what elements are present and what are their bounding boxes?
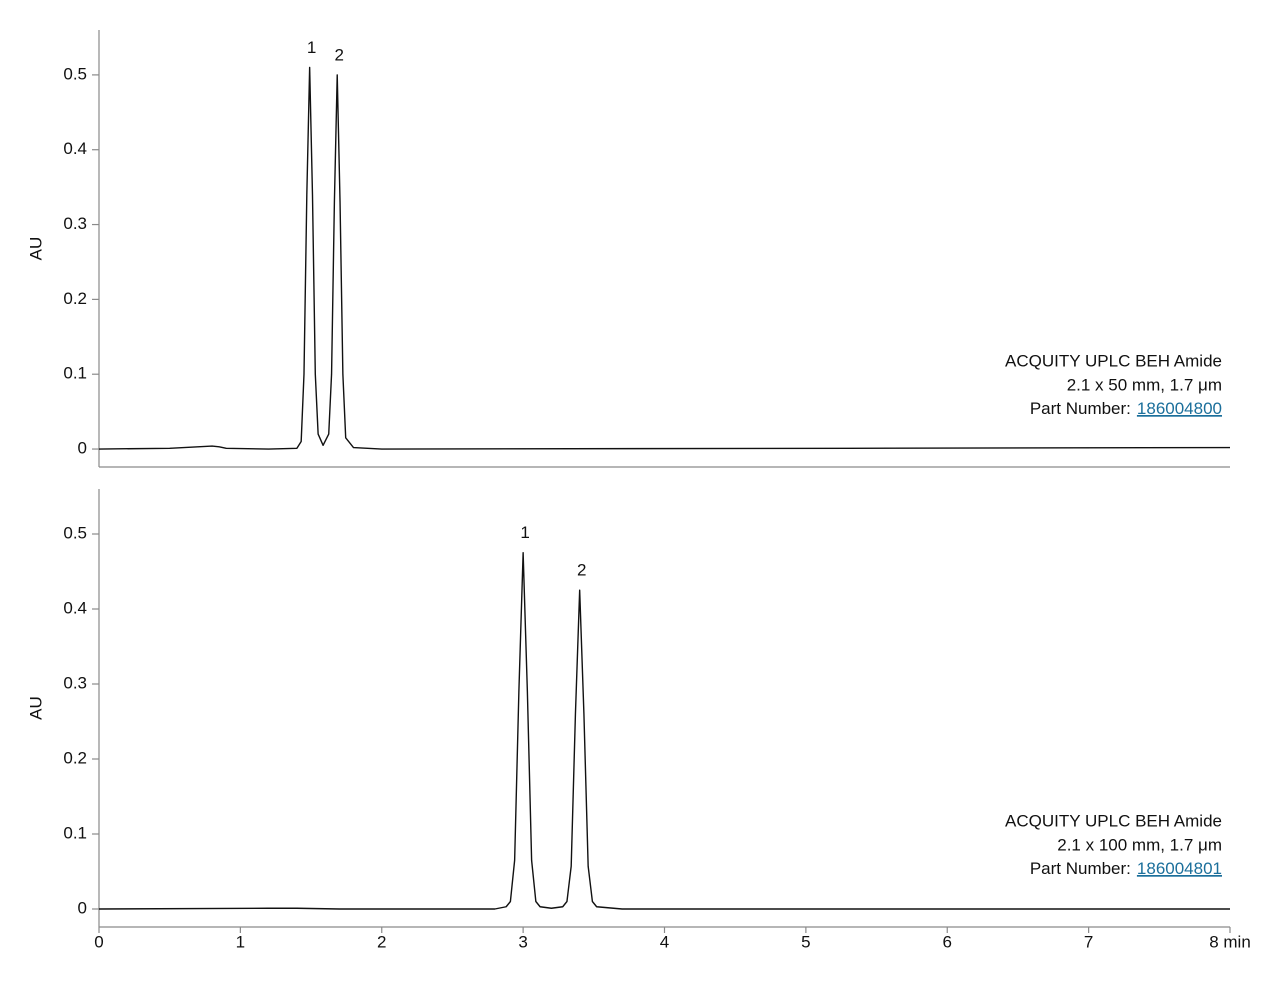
peak-label: 1 — [307, 38, 316, 57]
trace — [98, 552, 1230, 910]
y-axis-label: AU — [26, 237, 45, 261]
x-tick-label: 7 — [1084, 932, 1093, 951]
y-tick-label: 0.1 — [63, 364, 87, 383]
y-tick-label: 0.2 — [63, 748, 87, 767]
y-tick-label: 0.3 — [63, 214, 87, 233]
part-number-line: Part Number: 186004800 — [1030, 399, 1222, 418]
x-tick-label: 2 — [377, 932, 386, 951]
x-tick-label: 8 min — [1209, 932, 1251, 951]
y-tick-label: 0.2 — [63, 289, 87, 308]
y-tick-label: 0.4 — [63, 598, 87, 617]
y-tick-label: 0.5 — [63, 64, 87, 83]
column-name: ACQUITY UPLC BEH Amide — [1005, 351, 1222, 370]
peak-label: 2 — [577, 561, 586, 580]
x-tick-label: 0 — [94, 932, 103, 951]
y-tick-label: 0.3 — [63, 673, 87, 692]
x-tick-label: 6 — [943, 932, 952, 951]
x-tick-label: 4 — [660, 932, 669, 951]
y-tick-label: 0.1 — [63, 823, 87, 842]
y-tick-label: 0 — [78, 898, 87, 917]
column-dims: 2.1 x 50 mm, 1.7 μm — [1067, 375, 1222, 394]
trace — [98, 66, 1231, 450]
part-number-label: Part Number: — [1030, 399, 1131, 418]
x-tick-label: 3 — [518, 932, 527, 951]
part-number-link[interactable]: 186004800 — [1137, 399, 1222, 418]
y-tick-label: 0 — [78, 439, 87, 458]
y-tick-label: 0.4 — [63, 139, 87, 158]
column-dims: 2.1 x 100 mm, 1.7 μm — [1057, 835, 1222, 854]
peak-label: 1 — [520, 523, 529, 542]
part-number-line: Part Number: 186004801 — [1030, 859, 1222, 878]
y-axis-label: AU — [26, 696, 45, 720]
column-name: ACQUITY UPLC BEH Amide — [1005, 811, 1222, 830]
part-number-link[interactable]: 186004801 — [1137, 859, 1222, 878]
y-tick-label: 0.5 — [63, 523, 87, 542]
peak-label: 2 — [334, 45, 343, 64]
x-tick-label: 1 — [236, 932, 245, 951]
x-tick-label: 5 — [801, 932, 810, 951]
part-number-label: Part Number: — [1030, 859, 1131, 878]
